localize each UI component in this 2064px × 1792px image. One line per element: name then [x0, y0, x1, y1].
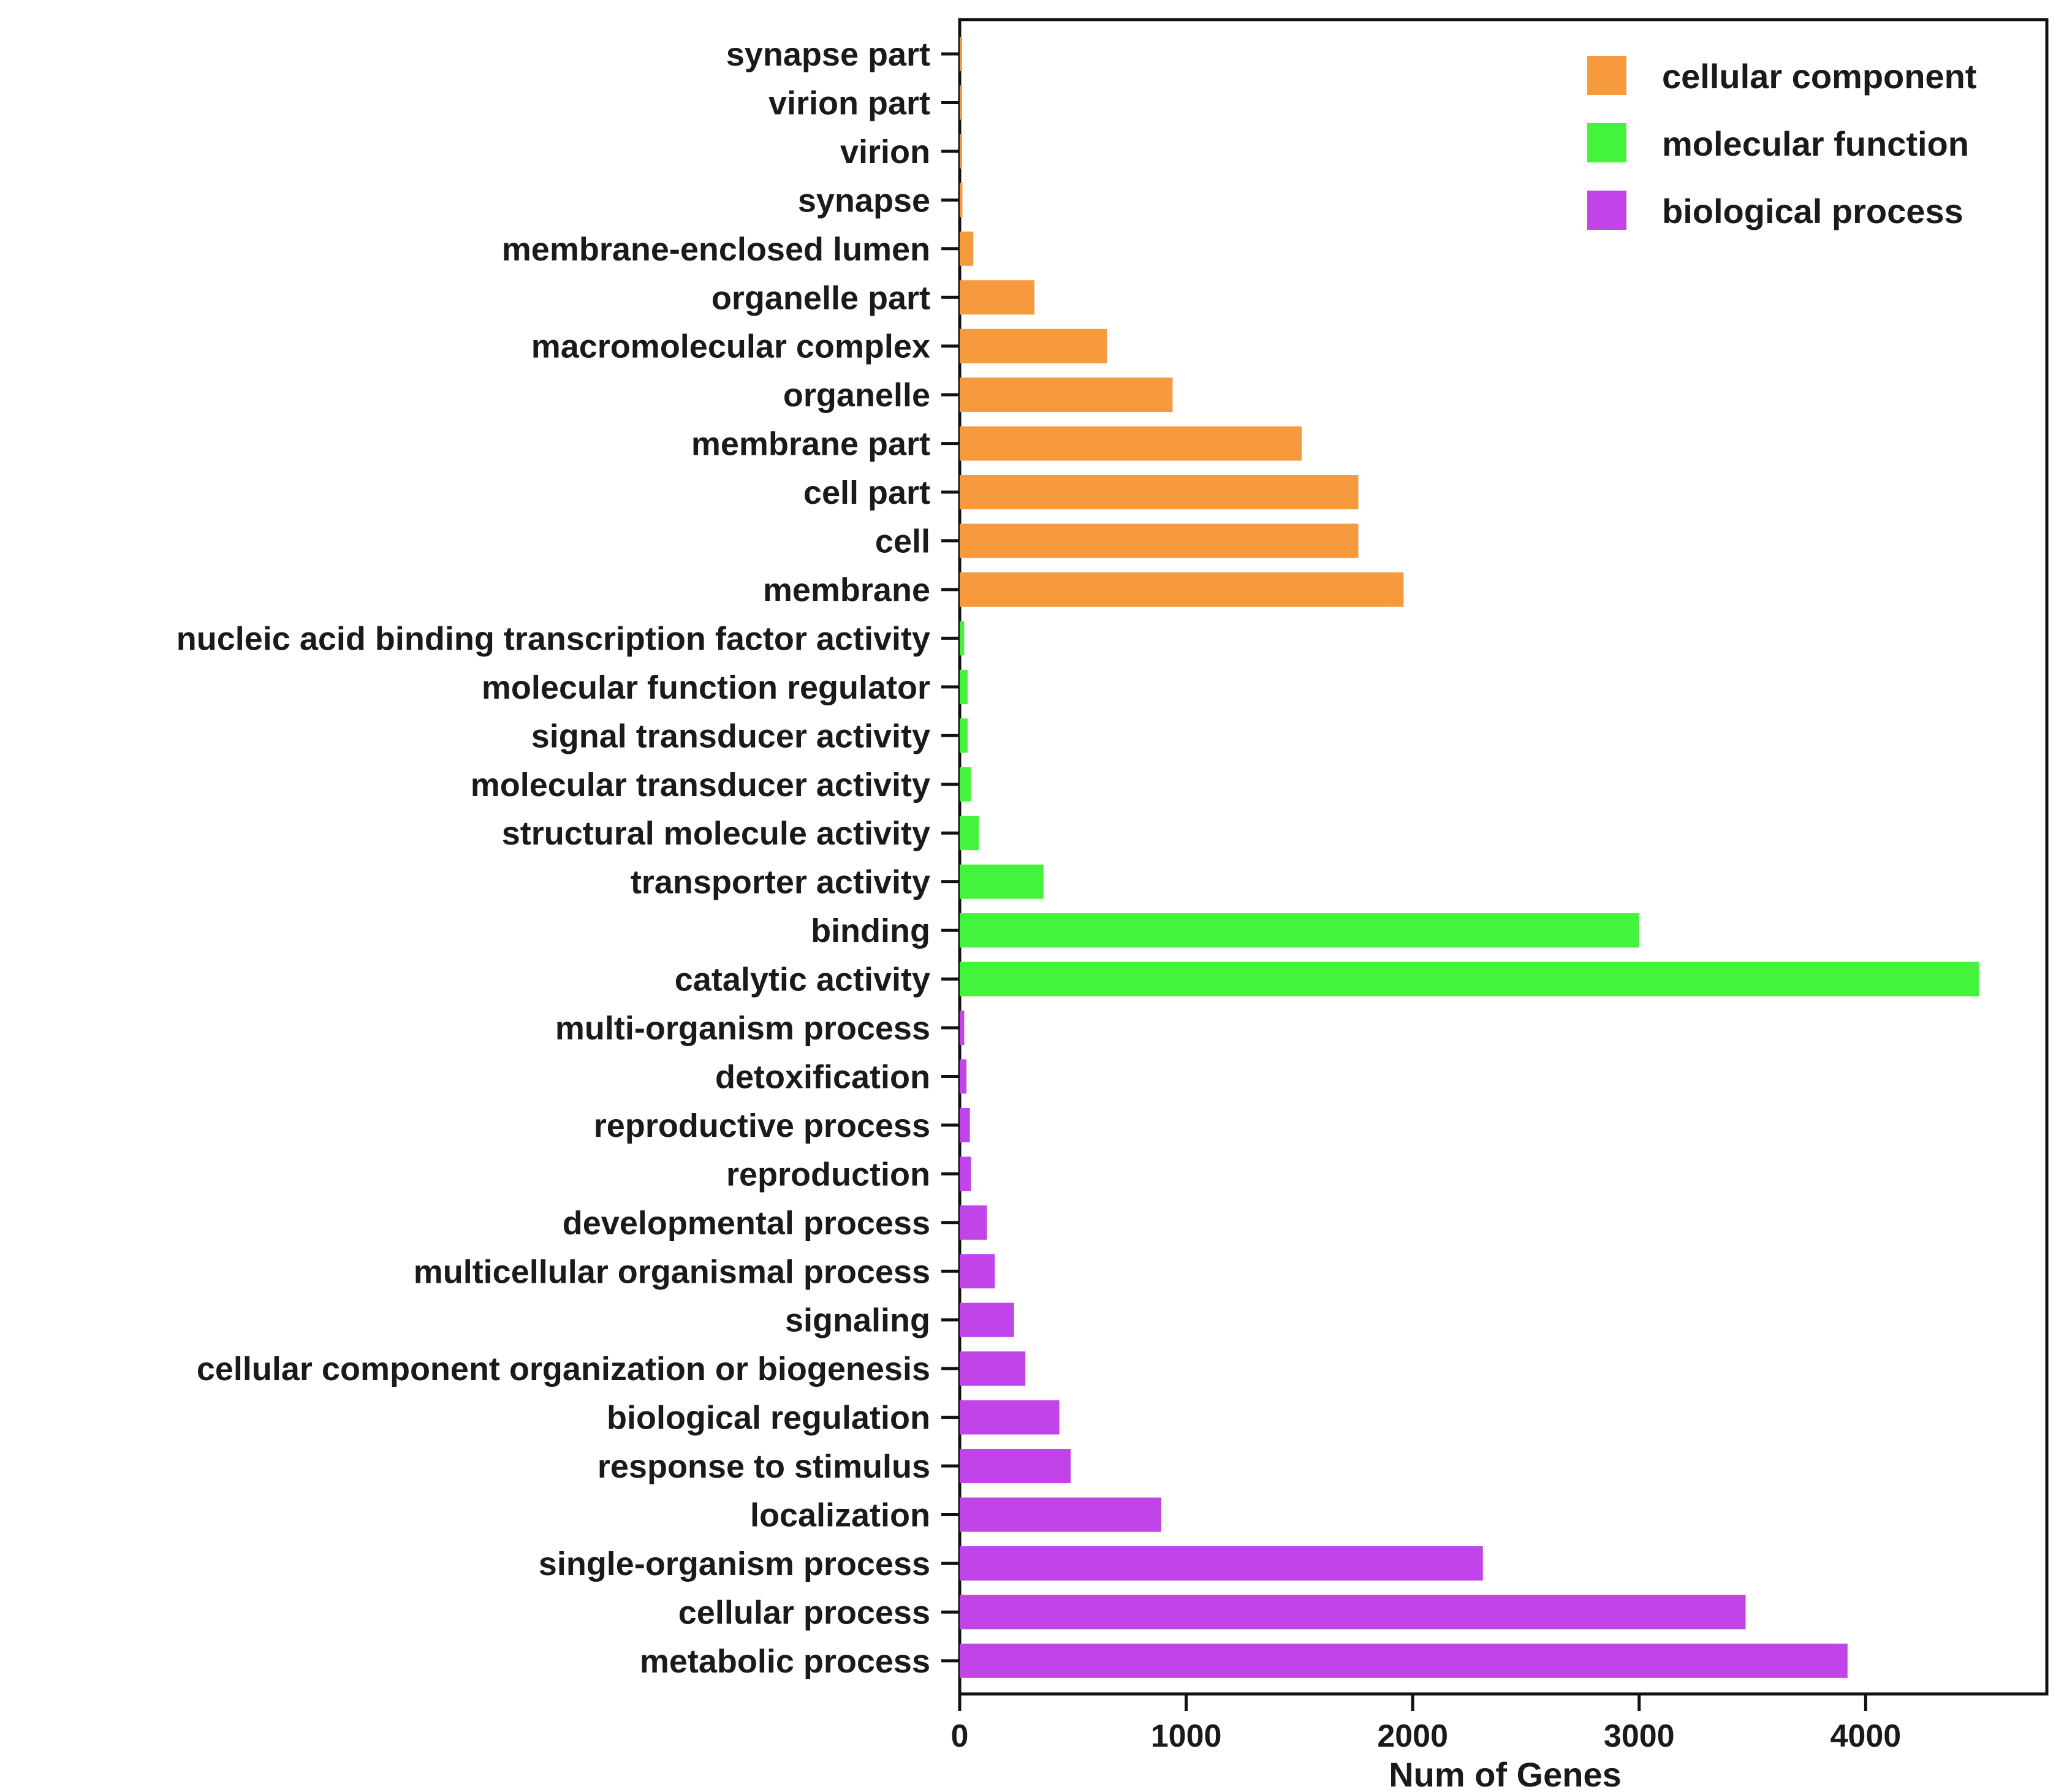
category-label: nucleic acid binding transcription facto… [176, 620, 930, 657]
bar-virion-part [960, 85, 962, 120]
bar-molecular-function-regulator [960, 669, 968, 704]
category-label: cellular process [678, 1594, 930, 1631]
category-label: metabolic process [640, 1643, 930, 1680]
x-tick-label: 2000 [1377, 1718, 1448, 1754]
legend-swatch-biological-process [1587, 191, 1626, 230]
plot-frame [958, 18, 2049, 1696]
bar-structural-molecule-activity [960, 816, 979, 851]
bar-synapse [960, 183, 963, 218]
category-label: catalytic activity [675, 962, 930, 998]
bar-organelle [960, 378, 1173, 412]
bar-membrane-enclosed-lumen [960, 231, 974, 266]
bar-signaling [960, 1302, 1014, 1337]
category-label: localization [750, 1497, 930, 1534]
category-label: molecular transducer activity [471, 767, 930, 803]
category-label: membrane-enclosed lumen [502, 231, 930, 268]
category-label: single-organism process [539, 1546, 930, 1582]
bar-developmental-process [960, 1205, 987, 1240]
category-label: cellular component organization or bioge… [197, 1351, 930, 1388]
category-label: signal transducer activity [531, 718, 930, 754]
category-label: synapse part [726, 36, 930, 73]
category-label: macromolecular complex [531, 328, 930, 365]
bar-localization [960, 1497, 1161, 1532]
x-tick-label: 0 [951, 1718, 969, 1754]
bar-membrane [960, 572, 1404, 607]
category-label: structural molecule activity [502, 815, 930, 852]
plot-border [958, 18, 2049, 1696]
y-axis: synapse part virion part virion synapse memb… [176, 36, 960, 1680]
x-axis: 0 1000 2000 3000 4000 [951, 1694, 1901, 1754]
x-tick-label: 4000 [1830, 1718, 1901, 1754]
legend-label-molecular-function: molecular function [1662, 124, 1969, 163]
bar-metabolic-process [960, 1643, 1848, 1678]
x-tick-label: 1000 [1151, 1718, 1222, 1754]
category-label: response to stimulus [598, 1448, 930, 1485]
legend-swatch-cellular-component [1587, 56, 1626, 95]
category-label: organelle [783, 377, 930, 414]
bar-macromolecular-complex [960, 328, 1107, 363]
bar-response-to-stimulus [960, 1449, 1071, 1484]
x-tick-label: 3000 [1604, 1718, 1675, 1754]
bar-single-organism-process [960, 1546, 1483, 1581]
bar-molecular-transducer-activity [960, 767, 971, 802]
bar-cell [960, 523, 1359, 558]
bar-cell-part [960, 475, 1359, 510]
category-label: transporter activity [631, 864, 930, 901]
bar-catalytic-activity [960, 962, 1979, 997]
bar-transporter-activity [960, 864, 1044, 899]
bar-signal-transducer-activity [960, 718, 968, 753]
bar-organelle-part [960, 280, 1034, 315]
bar-membrane-part [960, 426, 1302, 461]
category-label: multi-organism process [555, 1010, 930, 1047]
bar-multicellular-organismal-process [960, 1254, 995, 1289]
category-label: virion [840, 134, 930, 170]
bar-synapse-part [960, 37, 962, 71]
category-label: virion part [768, 85, 930, 121]
bar-detoxification [960, 1059, 967, 1094]
bar-binding [960, 913, 1639, 948]
legend-label-biological-process: biological process [1662, 192, 1963, 230]
bar-biological-regulation [960, 1400, 1060, 1435]
category-label: detoxification [715, 1058, 930, 1095]
category-label: developmental process [563, 1205, 930, 1242]
legend-label-cellular-component: cellular component [1662, 57, 1976, 96]
category-label: cell part [803, 474, 930, 511]
category-label: membrane [763, 572, 930, 609]
category-label: reproductive process [594, 1107, 930, 1144]
bar-group [960, 37, 1979, 1678]
category-label: synapse [798, 182, 930, 219]
bar-nucleic-acid-binding-transcription-factor-activity [960, 621, 965, 656]
category-label: cell [875, 523, 930, 560]
bar-virion [960, 134, 962, 169]
category-label: organelle part [711, 279, 930, 316]
category-label: molecular function regulator [482, 669, 930, 706]
bar-cellular-process [960, 1595, 1746, 1630]
bar-multi-organism-process [960, 1011, 965, 1045]
category-label: biological regulation [607, 1400, 930, 1437]
legend-swatch-molecular-function [1587, 123, 1626, 162]
category-label: signaling [785, 1302, 930, 1339]
bar-cellular-component-organization-or-biogenesis [960, 1351, 1026, 1386]
category-label: membrane part [691, 426, 930, 463]
category-label: binding [811, 913, 930, 949]
category-label: multicellular organismal process [414, 1253, 930, 1290]
x-axis-title: Num of Genes [1389, 1755, 1622, 1792]
category-label: reproduction [726, 1156, 930, 1193]
bar-reproductive-process [960, 1107, 970, 1142]
legend: cellular component molecular function biol… [1587, 56, 1976, 230]
bar-reproduction [960, 1156, 971, 1191]
